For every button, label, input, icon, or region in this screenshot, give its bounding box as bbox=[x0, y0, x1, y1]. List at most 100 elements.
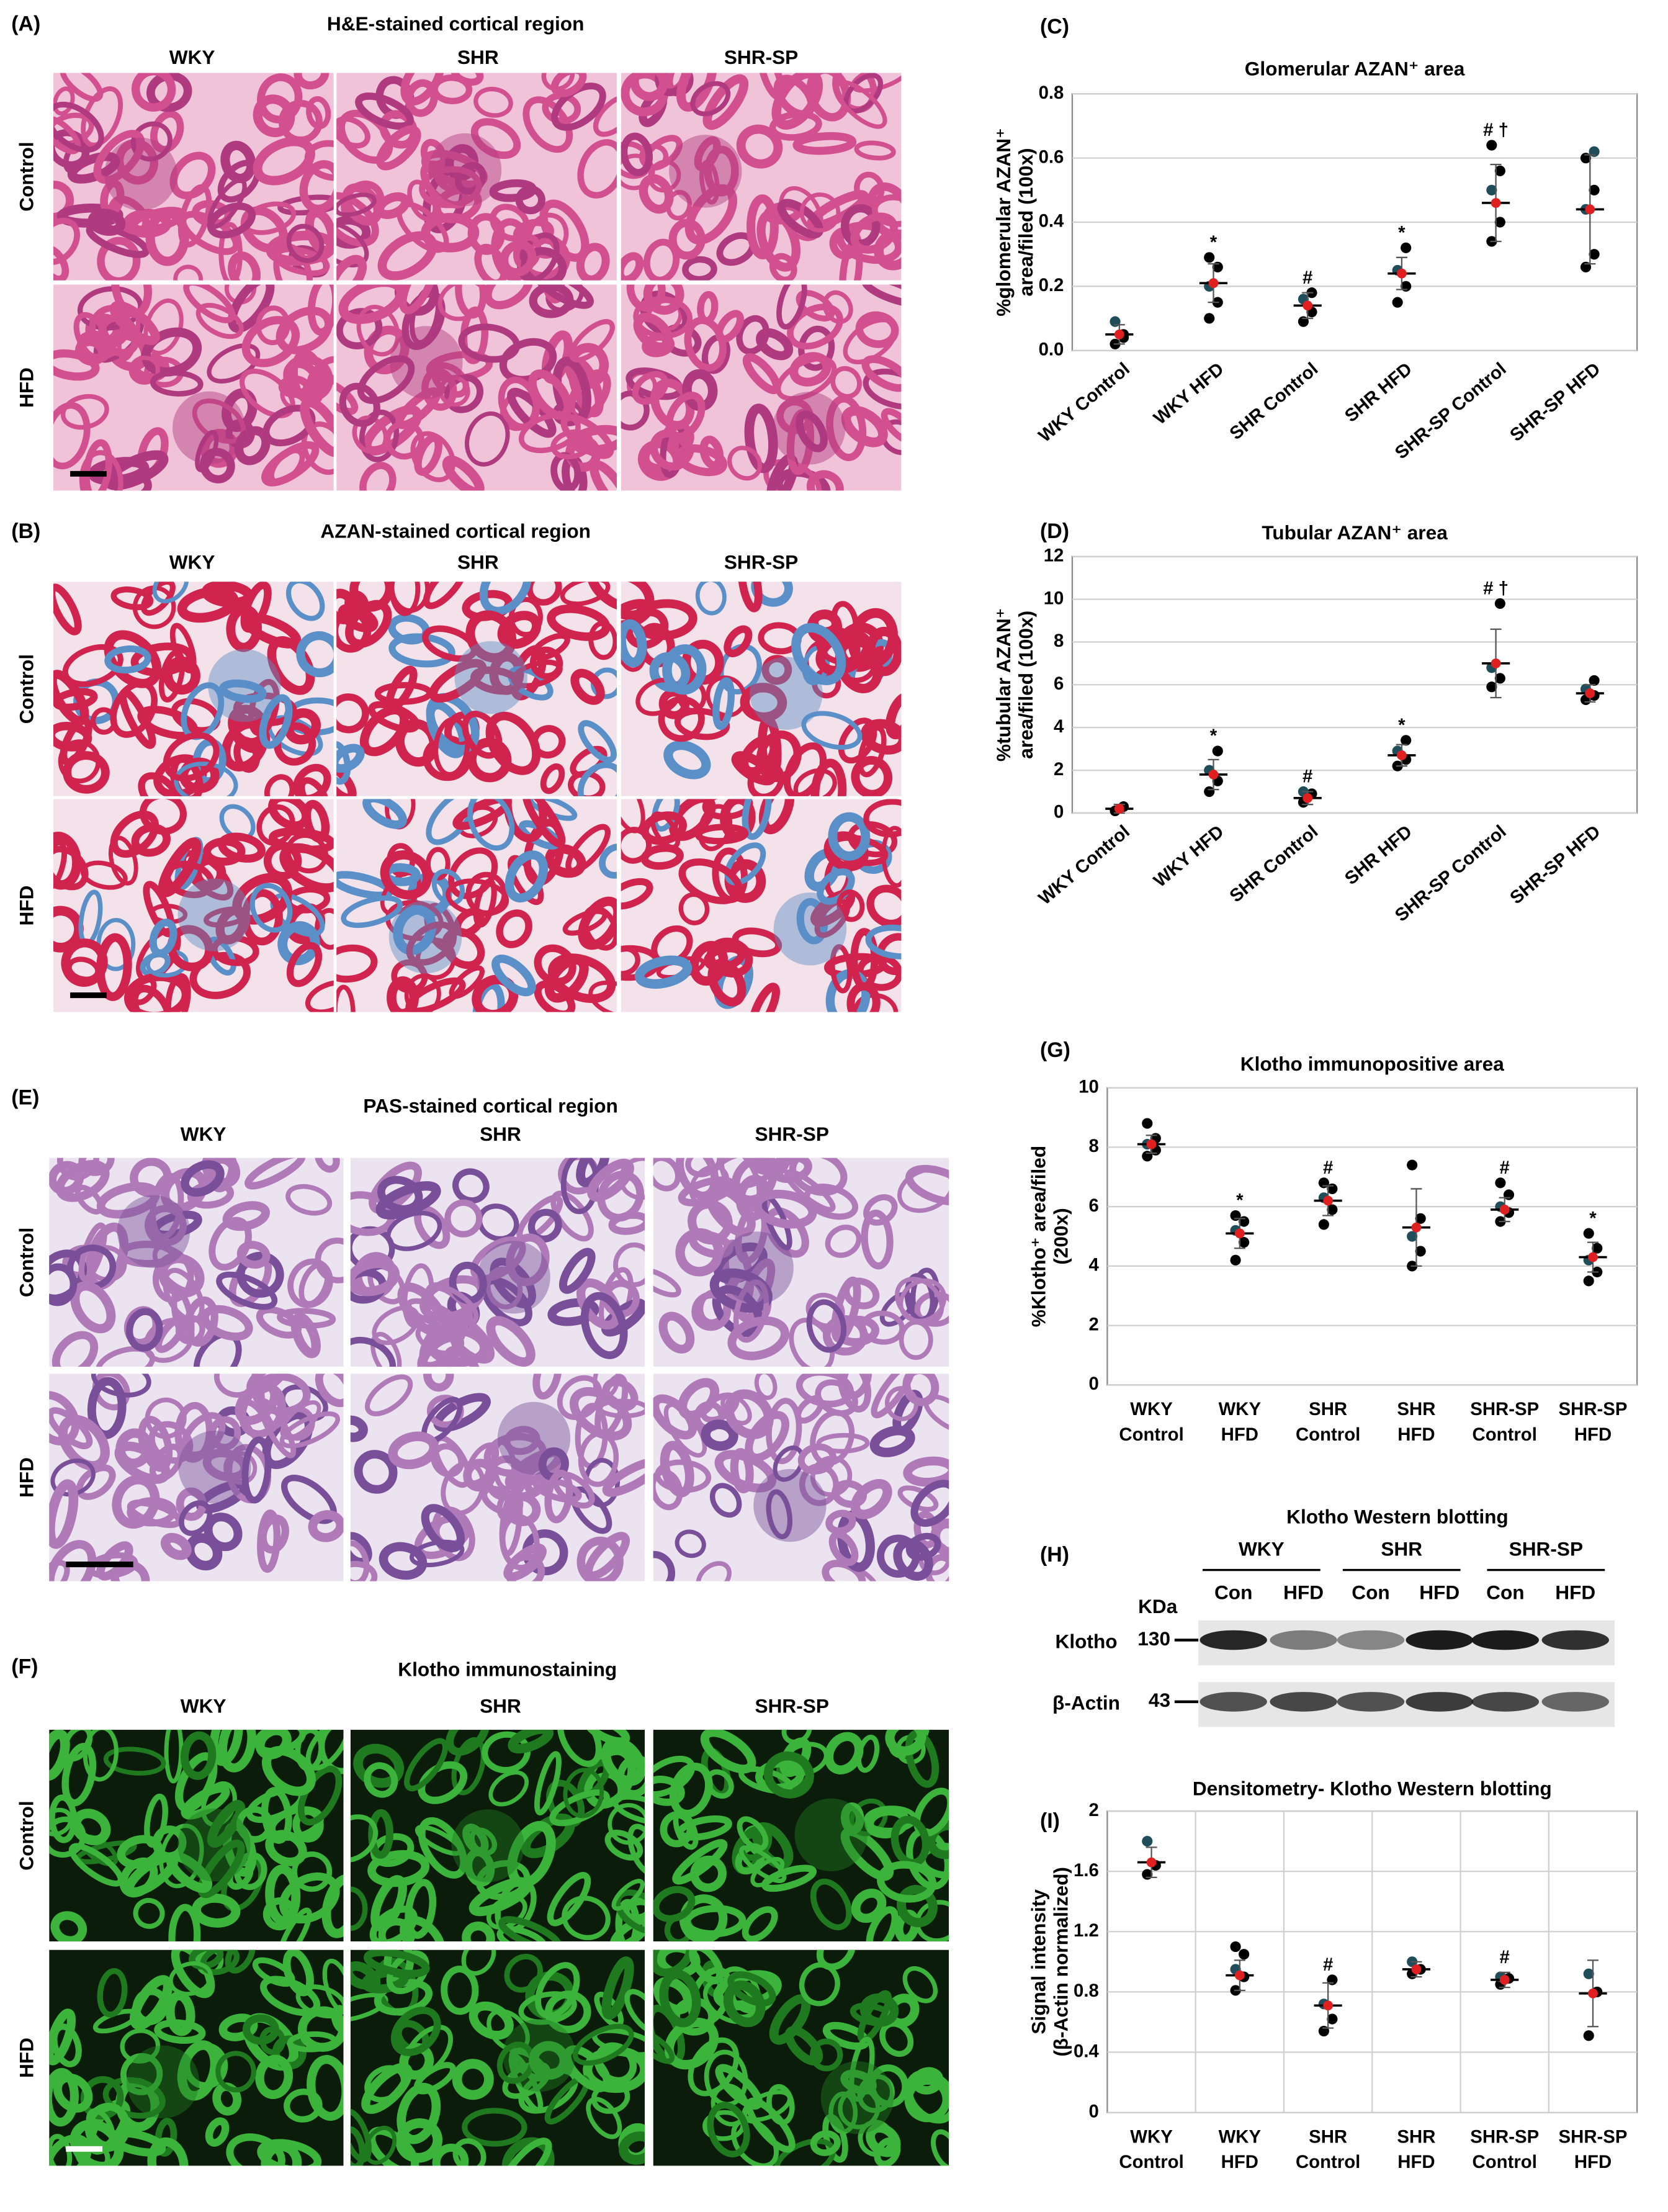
tubule bbox=[359, 462, 397, 491]
size-label: 43 bbox=[1149, 1689, 1170, 1711]
glomerulus bbox=[388, 901, 462, 974]
panel-label: (E) bbox=[11, 1086, 39, 1110]
tubule bbox=[163, 732, 220, 782]
tubule bbox=[865, 924, 902, 960]
tubule bbox=[168, 1904, 201, 1942]
panel-label: (B) bbox=[11, 519, 40, 543]
tubule bbox=[338, 603, 379, 632]
tubule bbox=[544, 955, 589, 1003]
tubule bbox=[486, 1316, 536, 1367]
tubule bbox=[737, 1816, 769, 1851]
mean-marker bbox=[1234, 1970, 1245, 1980]
y-tick-label: 0.6 bbox=[1039, 146, 1064, 167]
tubule bbox=[669, 1762, 713, 1818]
x-tick-label: SHR-SP HFD bbox=[1559, 2126, 1628, 2172]
tubule bbox=[869, 1426, 915, 1457]
tubule bbox=[444, 1346, 481, 1367]
tubule bbox=[462, 711, 503, 759]
tubule bbox=[449, 965, 485, 999]
tubule bbox=[588, 980, 617, 1012]
y-axis-label: %Klotho⁺ area/filed bbox=[1027, 1146, 1049, 1327]
tubule bbox=[465, 411, 510, 467]
tubule bbox=[207, 343, 261, 384]
tubule bbox=[433, 716, 470, 777]
tubule bbox=[766, 1489, 793, 1540]
tubule bbox=[284, 2088, 323, 2123]
tubule bbox=[857, 2074, 895, 2113]
micrograph bbox=[53, 284, 334, 491]
tubule bbox=[727, 446, 763, 481]
tubule bbox=[364, 2065, 406, 2103]
tubule bbox=[850, 1478, 892, 1519]
data-point bbox=[1583, 2030, 1594, 2041]
tubule bbox=[659, 1969, 701, 2028]
tubule bbox=[263, 842, 302, 880]
tubule bbox=[861, 355, 902, 392]
tubule bbox=[336, 192, 379, 247]
tubule bbox=[177, 2040, 220, 2101]
tubule bbox=[621, 946, 640, 976]
tubule bbox=[352, 415, 388, 454]
tubule bbox=[547, 953, 616, 1004]
tubule bbox=[418, 1817, 468, 1879]
tissue bbox=[653, 1730, 949, 1942]
tubule bbox=[357, 355, 415, 404]
significance-label: # bbox=[1303, 767, 1312, 787]
significance-label: # bbox=[1500, 1158, 1510, 1178]
tubule bbox=[444, 1199, 483, 1238]
tubule bbox=[649, 652, 691, 693]
tubule bbox=[117, 1835, 163, 1869]
tubule bbox=[306, 96, 331, 130]
significance-label: # bbox=[1323, 1158, 1333, 1178]
tubule bbox=[621, 153, 655, 191]
tubule bbox=[866, 884, 902, 928]
tubule bbox=[149, 919, 177, 957]
tubule bbox=[126, 1308, 163, 1352]
tubule bbox=[465, 610, 517, 663]
tubule bbox=[141, 327, 202, 377]
row-label: Control bbox=[16, 142, 38, 211]
data-point bbox=[1592, 1243, 1603, 1254]
tubule bbox=[474, 243, 508, 281]
data-point bbox=[1230, 1941, 1241, 1953]
tubule bbox=[131, 73, 176, 112]
tubule bbox=[356, 305, 400, 357]
tubule bbox=[277, 1907, 312, 1942]
tubule bbox=[305, 980, 334, 1012]
tubule bbox=[130, 976, 157, 1005]
data-point bbox=[1583, 1275, 1594, 1287]
tubule bbox=[860, 1310, 905, 1345]
tubule bbox=[789, 1318, 835, 1367]
tubule bbox=[797, 1443, 836, 1475]
tubule bbox=[627, 1823, 645, 1876]
tubule bbox=[806, 1299, 847, 1353]
y-tick-label: 0.4 bbox=[1039, 211, 1064, 232]
tubule bbox=[331, 2005, 344, 2034]
tubule bbox=[205, 2117, 230, 2147]
tubule bbox=[905, 1730, 939, 1788]
tissue bbox=[621, 799, 902, 1012]
tubule bbox=[79, 450, 123, 491]
tubule bbox=[462, 2108, 527, 2147]
glomerulus bbox=[428, 133, 502, 207]
tubule bbox=[859, 1993, 899, 2027]
tissue bbox=[336, 582, 617, 796]
row-label: Control bbox=[16, 1228, 38, 1297]
significance-label: # † bbox=[1483, 578, 1509, 599]
tubule bbox=[796, 1374, 854, 1408]
tubule bbox=[608, 1212, 645, 1235]
x-tick-label: WKY Control bbox=[1119, 2126, 1183, 2172]
tubule bbox=[643, 284, 684, 315]
significance-label: # † bbox=[1483, 120, 1509, 140]
tubule bbox=[441, 1966, 479, 2015]
tubule bbox=[903, 1456, 949, 1487]
tubule bbox=[562, 909, 608, 936]
micrograph bbox=[653, 1949, 949, 2166]
tubule bbox=[390, 2007, 441, 2056]
tubule bbox=[569, 1387, 632, 1441]
tubule bbox=[836, 889, 865, 922]
tubule bbox=[562, 1895, 611, 1940]
tissue bbox=[621, 73, 902, 281]
tubule bbox=[355, 92, 414, 130]
tubule bbox=[529, 2041, 570, 2080]
